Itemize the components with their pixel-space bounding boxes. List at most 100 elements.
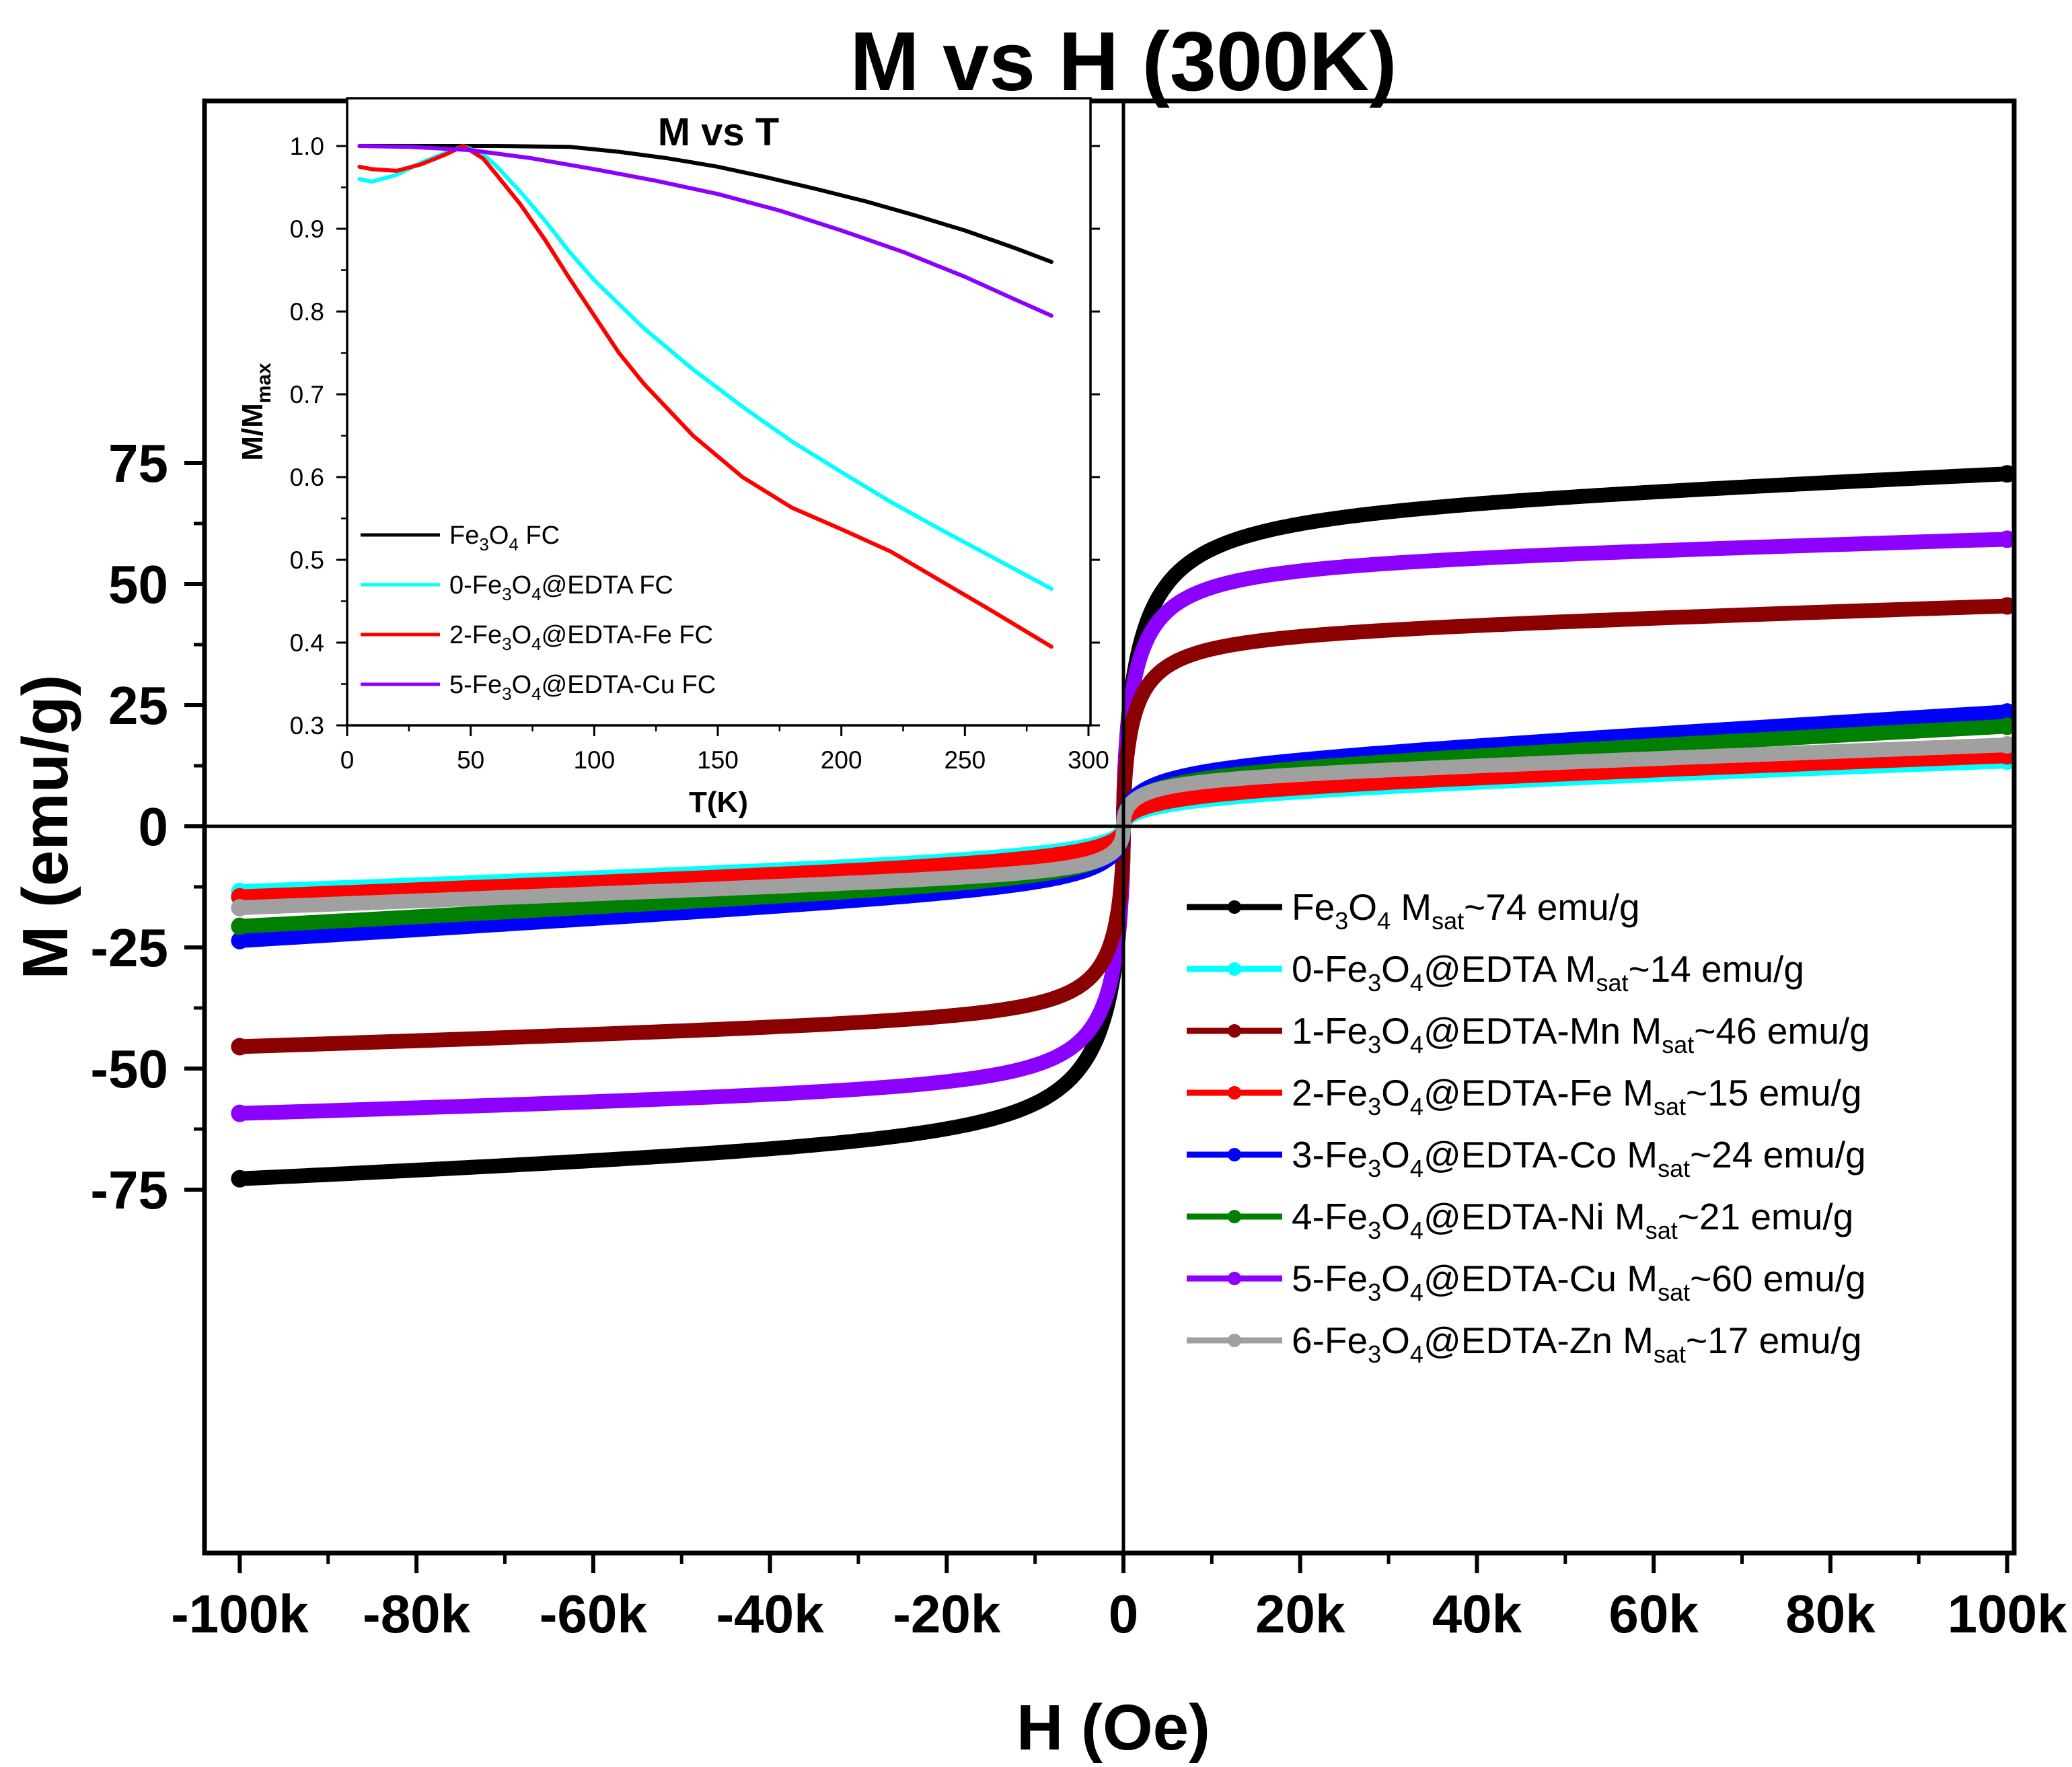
main-y-tick-label: -75: [90, 1160, 168, 1220]
inset-x-tick-label: 250: [944, 746, 986, 774]
main-legend-label-1-part: sat: [1596, 969, 1628, 997]
inset-ticks: 0 50 100 150 200 250 300 0.3 0.4 0.5 0.6 0.7 0.8 0.9 1…: [290, 133, 1109, 774]
main-legend-label-1-part: @EDTA M: [1423, 948, 1596, 990]
main-legend-label-6-part: 3: [1368, 1278, 1381, 1306]
main-x-tick-label: 60k: [1608, 1584, 1699, 1644]
inset-x-tick-label: 300: [1068, 746, 1109, 774]
main-legend-label-4-part: sat: [1658, 1155, 1690, 1182]
main-y-tick-label: 75: [108, 433, 168, 493]
main-legend-label-3-part: @EDTA-Fe M: [1423, 1072, 1654, 1114]
main-y-tick-label: 0: [139, 797, 169, 857]
main-legend-label-3-part: 4: [1410, 1093, 1423, 1120]
main-legend-label-7-part: 3: [1368, 1340, 1381, 1368]
inset-legend-label-1-part: 0-Fe: [449, 571, 502, 600]
main-legend-label-0-part: M: [1391, 886, 1432, 928]
main-ticks: -100k -80k -60k -40k -20k 0 20k 40k 60k 80k 100k -7…: [90, 433, 2067, 1644]
main-legend-label-2-part: O: [1381, 1010, 1410, 1052]
main-legend-label-2-part: 3: [1368, 1031, 1381, 1058]
main-x-tick-label: -100k: [171, 1584, 309, 1644]
main-y-tick-label: -25: [90, 918, 168, 978]
inset-y-label-main: M/M: [236, 403, 269, 461]
main-legend-label-5-part: 3: [1368, 1217, 1381, 1244]
main-legend-label-0-part: 4: [1377, 907, 1391, 935]
inset-x-axis-label: T(K): [689, 786, 748, 819]
inset-legend-label-2-part: 3: [502, 634, 511, 654]
main-legend-label-4-part: 4: [1410, 1155, 1423, 1182]
inset-y-tick-label: 0.9: [290, 215, 324, 243]
main-legend-label-6: 5-Fe3O4@EDTA-Cu Msat~60 emu/g: [1292, 1258, 1866, 1306]
inset-legend-label-0-part: 4: [509, 534, 518, 554]
main-legend-label-2-part: 4: [1410, 1031, 1423, 1058]
main-series-endpoint-2: [231, 1038, 249, 1056]
main-legend-label-6-part: 5-Fe: [1292, 1258, 1368, 1299]
main-legend-label-7: 6-Fe3O4@EDTA-Zn Msat~17 emu/g: [1292, 1320, 1861, 1368]
main-legend-marker-0: [1228, 900, 1241, 914]
main-legend-label-3-part: 3: [1368, 1093, 1381, 1120]
inset-legend-label-1-part: 3: [502, 584, 511, 604]
main-legend-label-4-part: @EDTA-Co M: [1423, 1134, 1658, 1176]
main-legend-label-2-part: ~46 emu/g: [1694, 1010, 1870, 1052]
main-x-tick-label: 0: [1109, 1584, 1139, 1644]
main-legend-label-6-part: @EDTA-Cu M: [1423, 1258, 1658, 1299]
main-legend-label-6-part: sat: [1658, 1278, 1690, 1306]
main-series-endpoint-0: [231, 1169, 249, 1188]
main-legend-label-7-part: O: [1381, 1320, 1410, 1361]
main-legend-label-5-part: @EDTA-Ni M: [1423, 1196, 1645, 1237]
main-legend-label-1-part: 4: [1410, 969, 1423, 997]
inset-legend-label-1: 0-Fe3O4@EDTA FC: [449, 571, 673, 604]
main-legend-label-2-part: sat: [1662, 1031, 1694, 1058]
main-series-endpoint-4: [231, 931, 249, 949]
inset-chart-title: M vs T: [658, 110, 780, 154]
main-chart: -100k -80k -60k -40k -20k 0 20k 40k 60k 80k 100k -7…: [9, 15, 2067, 1764]
inset-legend: Fe3O4 FC0-Fe3O4@EDTA FC2-Fe3O4@EDTA-Fe F…: [361, 521, 716, 704]
main-legend-label-2: 1-Fe3O4@EDTA-Mn Msat~46 emu/g: [1292, 1010, 1870, 1058]
main-series-endpoint-0: [1998, 465, 2016, 483]
main-series-endpoint-4: [1998, 703, 2016, 721]
inset-legend-label-0-part: 3: [479, 534, 488, 554]
inset-x-tick-label: 0: [340, 746, 355, 774]
inset-x-tick-label: 50: [457, 746, 484, 774]
inset-legend-label-1-part: O: [512, 571, 532, 600]
main-x-tick-label: -80k: [363, 1584, 471, 1644]
inset-legend-label-0: Fe3O4 FC: [449, 521, 560, 554]
main-x-tick-label: 20k: [1255, 1584, 1345, 1644]
main-legend-label-3-part: O: [1381, 1072, 1410, 1114]
inset-y-tick-label: 0.7: [290, 381, 324, 408]
main-legend: Fe3O4 Msat~74 emu/g0-Fe3O4@EDTA Msat~14 …: [1187, 886, 1870, 1368]
main-series-endpoint-7: [1998, 736, 2016, 754]
main-legend-label-7-part: 6-Fe: [1292, 1320, 1368, 1361]
main-legend-label-1-part: O: [1381, 948, 1410, 990]
main-legend-marker-6: [1228, 1272, 1241, 1285]
inset-legend-label-3: 5-Fe3O4@EDTA-Cu FC: [449, 671, 716, 704]
main-y-tick-label: 25: [108, 676, 168, 735]
inset-legend-label-3-part: 4: [531, 684, 541, 704]
inset-x-tick-label: 200: [821, 746, 862, 774]
main-legend-label-7-part: sat: [1654, 1340, 1686, 1368]
main-legend-label-0-part: sat: [1432, 907, 1464, 935]
inset-y-tick-label: 0.3: [290, 712, 324, 740]
main-legend-label-6-part: O: [1381, 1258, 1410, 1299]
main-x-tick-label: -40k: [716, 1584, 824, 1644]
main-legend-label-4: 3-Fe3O4@EDTA-Co Msat~24 emu/g: [1292, 1134, 1866, 1182]
inset-y-axis-label: M/Mmax: [236, 363, 275, 461]
main-series-endpoint-2: [1998, 597, 2016, 615]
main-legend-label-4-part: 3-Fe: [1292, 1134, 1368, 1176]
main-x-tick-label: -20k: [893, 1584, 1001, 1644]
main-legend-label-6-part: ~60 emu/g: [1690, 1258, 1865, 1299]
inset-legend-label-2-part: 2-Fe: [449, 621, 502, 649]
inset-legend-label-3-part: 5-Fe: [449, 671, 502, 699]
inset-y-tick-label: 0.8: [290, 298, 324, 326]
main-legend-label-5-part: ~21 emu/g: [1678, 1196, 1853, 1237]
inset-legend-label-0-part: Fe: [449, 521, 479, 550]
main-x-axis-label: H (Oe): [1016, 1692, 1210, 1764]
main-x-tick-label: -60k: [540, 1584, 648, 1644]
inset-y-label-sub: max: [253, 363, 275, 403]
main-legend-label-0-part: 3: [1335, 907, 1348, 935]
main-x-tick-label: 80k: [1785, 1584, 1876, 1644]
inset-legend-label-3-part: O: [512, 671, 532, 699]
inset-legend-label-2-part: O: [512, 621, 532, 649]
main-legend-label-6-part: 4: [1410, 1278, 1423, 1306]
main-x-tick-label: 100k: [1948, 1584, 2067, 1644]
main-series-endpoint-6: [1998, 530, 2016, 548]
